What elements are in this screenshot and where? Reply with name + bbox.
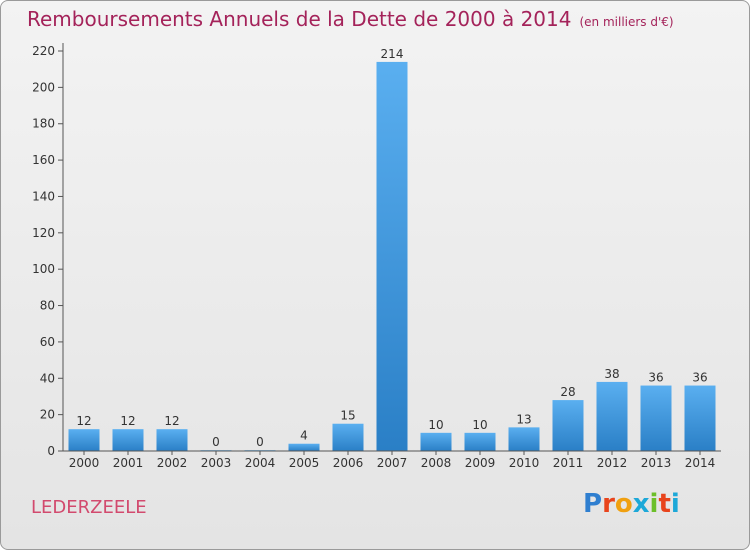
bars: 12 12 12 0 0 4 15 214 10 10 13 28 38 36 36	[68, 47, 716, 452]
proxiti-logo: Proxiti	[583, 489, 680, 519]
x-tick-label: 2010	[509, 456, 540, 470]
bar-value-label: 15	[340, 409, 355, 423]
y-tick-label: 180	[32, 117, 55, 131]
x-tick-label: 2013	[641, 456, 672, 470]
y-tick-label: 40	[40, 371, 55, 385]
bar	[332, 423, 364, 451]
y-axis: 0 20 40 60 80 100 120 140 160 180 200 220	[32, 43, 64, 458]
commune-name: LEDERZEELE	[31, 497, 147, 518]
x-tick-label: 2009	[465, 456, 496, 470]
bar	[596, 381, 628, 451]
bar	[112, 429, 144, 451]
logo-letter: P	[583, 489, 603, 519]
bar	[376, 61, 408, 452]
x-tick-label: 2001	[113, 456, 144, 470]
bar	[508, 427, 540, 451]
logo-letter: x	[632, 489, 650, 519]
bar-value-label: 38	[604, 367, 619, 381]
bar	[552, 400, 584, 451]
x-tick-label: 2002	[157, 456, 188, 470]
bar-value-label: 12	[76, 414, 91, 428]
logo-letter: o	[614, 489, 633, 519]
chart-title: Remboursements Annuels de la Dette de 20…	[27, 7, 674, 31]
logo-letter: t	[658, 489, 671, 519]
x-tick-label: 2005	[289, 456, 320, 470]
y-tick-label: 0	[47, 444, 55, 458]
bar-value-label: 28	[560, 385, 575, 399]
bar-value-label: 10	[428, 418, 443, 432]
y-tick-label: 120	[32, 226, 55, 240]
bar-value-label: 10	[472, 418, 487, 432]
logo-letter: r	[602, 489, 615, 519]
bar	[156, 429, 188, 451]
y-tick-label: 160	[32, 153, 55, 167]
chart-unit: (en milliers d'€)	[579, 15, 674, 29]
bar	[640, 385, 672, 451]
x-tick-label: 2008	[421, 456, 452, 470]
bar	[420, 432, 452, 451]
chart-title-text: Remboursements Annuels de la Dette de 20…	[27, 7, 572, 31]
bar-value-label: 0	[256, 435, 264, 449]
y-tick-label: 100	[32, 262, 55, 276]
bar-value-label: 36	[692, 371, 707, 385]
bar-value-label: 36	[648, 371, 663, 385]
x-tick-label: 2012	[597, 456, 628, 470]
bar	[464, 432, 496, 451]
x-axis: 2000 2001 2002 2003 2004 2005 2006 2007 2008 2009…	[63, 450, 721, 470]
bar	[68, 429, 100, 451]
y-tick-label: 200	[32, 80, 55, 94]
x-tick-label: 2011	[553, 456, 584, 470]
y-tick-label: 140	[32, 189, 55, 203]
x-tick-label: 2006	[333, 456, 364, 470]
bar-value-label: 13	[516, 412, 531, 426]
bar-value-label: 0	[212, 435, 220, 449]
x-tick-label: 2003	[201, 456, 232, 470]
bar	[288, 443, 320, 451]
bar-value-label: 214	[381, 47, 404, 61]
y-tick-label: 220	[32, 44, 55, 58]
bar-value-label: 12	[164, 414, 179, 428]
x-tick-label: 2000	[69, 456, 100, 470]
logo-letter: i	[649, 489, 659, 519]
bar	[684, 385, 716, 451]
y-tick-label: 20	[40, 408, 55, 422]
bar-value-label: 4	[300, 429, 308, 443]
bar-value-label: 12	[120, 414, 135, 428]
x-tick-label: 2014	[685, 456, 716, 470]
logo-letter: i	[670, 489, 680, 519]
y-tick-label: 80	[40, 299, 55, 313]
x-tick-label: 2007	[377, 456, 408, 470]
x-tick-label: 2004	[245, 456, 276, 470]
y-tick-label: 60	[40, 335, 55, 349]
